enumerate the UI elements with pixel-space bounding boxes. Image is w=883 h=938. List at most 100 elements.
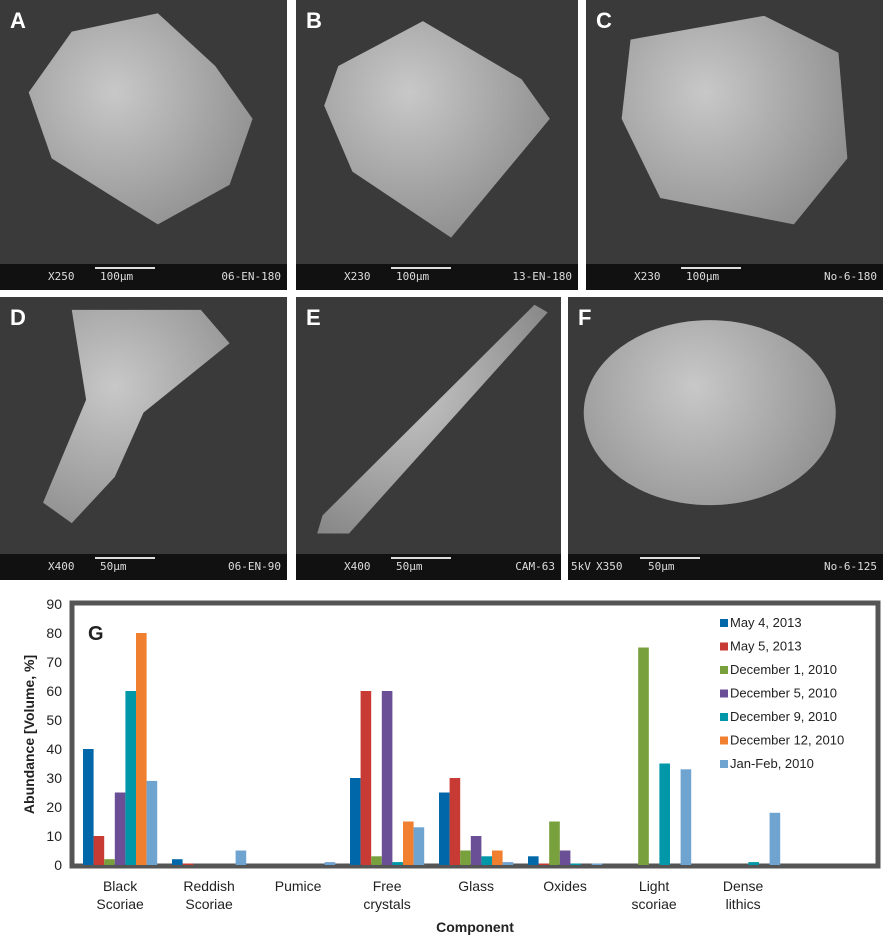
- y-tick-label: 70: [46, 654, 62, 670]
- plot-frame: [69, 600, 881, 869]
- image-info-bar: X250 100µm 06-EN-180: [0, 264, 287, 290]
- legend-label: May 4, 2013: [730, 615, 802, 630]
- x-tick-label: Scoriae: [185, 896, 233, 912]
- x-tick-label: Light: [639, 878, 669, 894]
- image-info-bar: X230 100µm 13-EN-180: [296, 264, 578, 290]
- bar: [680, 769, 692, 865]
- y-tick-label: 30: [46, 770, 62, 786]
- bar: [93, 836, 105, 865]
- image-info-bar: X400 50µm 06-EN-90: [0, 554, 287, 580]
- sem-image-a: A X250 100µm 06-EN-180: [0, 0, 287, 290]
- legend-swatch: [720, 713, 728, 721]
- x-tick-label: Reddish: [183, 878, 234, 894]
- legend-swatch: [720, 689, 728, 698]
- panel-letter: C: [596, 8, 612, 33]
- bar: [413, 827, 425, 865]
- bar: [492, 850, 503, 865]
- scale-label: 50µm: [100, 560, 127, 573]
- scale-bar: [95, 267, 155, 269]
- bar: [449, 778, 461, 865]
- sem-image-f: F 5kV X350 50µm No-6-125: [568, 297, 883, 580]
- magnification-label: X400: [344, 560, 371, 573]
- x-tick-label: Pumice: [275, 878, 322, 894]
- legend-label: Jan-Feb, 2010: [730, 756, 814, 771]
- x-tick-label: Scoriae: [96, 896, 144, 912]
- bar: [769, 812, 781, 865]
- bar: [172, 859, 183, 865]
- y-tick-label: 0: [54, 857, 62, 873]
- bar: [403, 821, 414, 865]
- scale-label: 50µm: [648, 560, 675, 573]
- legend-label: December 1, 2010: [730, 662, 837, 677]
- bar: [381, 691, 393, 865]
- panel-letter: A: [10, 8, 26, 33]
- bar: [235, 850, 247, 865]
- y-tick-label: 60: [46, 683, 62, 699]
- bar: [460, 850, 471, 865]
- y-tick-label: 80: [46, 625, 62, 641]
- bar: [439, 792, 450, 865]
- sem-image-d: D X400 50µm 06-EN-90: [0, 297, 287, 580]
- bar: [350, 778, 361, 865]
- x-tick-label: lithics: [726, 896, 761, 912]
- scale-bar: [681, 267, 741, 269]
- bar: [125, 691, 136, 865]
- particle-image: [621, 15, 848, 225]
- x-tick-label: scoriae: [632, 896, 677, 912]
- y-tick-label: 50: [46, 712, 62, 728]
- y-tick-label: 40: [46, 741, 62, 757]
- x-tick-label: crystals: [363, 896, 410, 912]
- bar: [748, 862, 759, 865]
- scale-label: 100µm: [396, 270, 430, 283]
- panel-letter: B: [306, 8, 322, 33]
- scale-bar: [391, 557, 451, 559]
- bar: [591, 863, 603, 865]
- scale-label: 50µm: [396, 560, 423, 573]
- x-tick-label: Dense: [723, 878, 764, 894]
- bar: [182, 863, 194, 865]
- bar: [83, 749, 94, 865]
- magnification-label: X350: [596, 560, 623, 573]
- magnification-label: X230: [344, 270, 371, 283]
- sample-id: 06-EN-180: [221, 270, 281, 283]
- scale-bar: [640, 557, 700, 559]
- bar: [538, 863, 550, 865]
- sample-id: 13-EN-180: [512, 270, 572, 283]
- scale-label: 100µm: [686, 270, 720, 283]
- legend-label: December 9, 2010: [730, 709, 837, 724]
- particle-image: [583, 320, 836, 506]
- y-axis-label: Abundance [Volume, %]: [21, 655, 37, 814]
- image-info-bar: X400 50µm CAM-63: [296, 554, 561, 580]
- voltage-label: 5kV: [571, 560, 591, 573]
- y-tick-label: 20: [46, 799, 62, 815]
- bar: [470, 836, 482, 865]
- bar: [146, 780, 158, 865]
- x-tick-label: Oxides: [543, 878, 587, 894]
- y-tick-label: 10: [46, 828, 62, 844]
- sample-id: No-6-180: [824, 270, 877, 283]
- legend-swatch: [720, 760, 728, 768]
- image-info-bar: X230 100µm No-6-180: [586, 264, 883, 290]
- x-tick-label: Glass: [458, 878, 494, 894]
- panel-letter: G: [88, 623, 104, 645]
- x-tick-label: Free: [373, 878, 402, 894]
- bar: [360, 691, 372, 865]
- bar: [136, 633, 147, 865]
- x-axis-label: Component: [436, 919, 514, 935]
- legend-swatch: [720, 619, 728, 627]
- magnification-label: X250: [48, 270, 75, 283]
- legend-label: December 12, 2010: [730, 733, 844, 748]
- sem-image-b: B X230 100µm 13-EN-180: [296, 0, 578, 290]
- panel-letter: D: [10, 305, 26, 330]
- magnification-label: X400: [48, 560, 75, 573]
- image-info-bar: 5kV X350 50µm No-6-125: [568, 554, 883, 580]
- bar: [502, 862, 514, 865]
- bar: [324, 862, 336, 865]
- legend-swatch: [720, 642, 728, 651]
- scale-label: 100µm: [100, 270, 134, 283]
- scale-bar: [391, 267, 451, 269]
- panel-letter: F: [578, 305, 592, 330]
- sample-id: No-6-125: [824, 560, 877, 573]
- y-tick-label: 90: [46, 596, 62, 612]
